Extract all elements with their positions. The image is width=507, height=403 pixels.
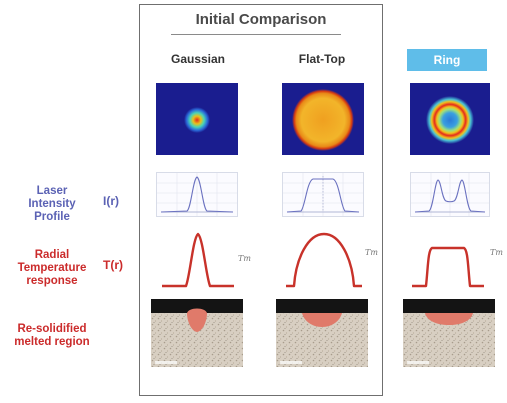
temperature-curve-ring [410,228,500,290]
row-label-temperature-line-2: Temperature [17,262,87,274]
row-label-temperature: Radial Temperature response [6,249,98,288]
intensity-plot-gaussian [156,172,238,217]
tm-label-flat-top: Tm [365,248,378,257]
row-label-melt: Re-solidified melted region [6,323,98,349]
row-label-melt-line-2: melted region [14,336,90,348]
column-label-flat-top: Flat-Top [298,52,346,66]
tm-label-ring: Tm [490,248,503,257]
row-label-intensity-line-1: Laser [36,185,68,197]
micrograph-gaussian [151,299,243,367]
page-title: Initial Comparison [195,11,327,28]
row-label-temperature-line-3: response [26,275,78,287]
row-label-intensity-line-2: Intensity [28,198,76,210]
intensity-plot-flat-top [282,172,364,217]
row-label-melt-line-1: Re-solidified [17,323,87,335]
row-label-intensity: Laser Intensity Profile [6,185,98,224]
column-label-ring: Ring [407,49,487,71]
tm-label-gaussian: Tm [238,254,251,263]
temperature-curve-gaussian [160,228,250,290]
row-symbol-intensity: I(r) [103,194,119,208]
row-label-intensity-line-3: Profile [34,211,70,223]
row-symbol-temperature: T(r) [103,258,123,272]
column-label-gaussian: Gaussian [170,52,226,66]
beam-image-gaussian [156,83,238,155]
row-label-temperature-line-1: Radial [34,249,70,261]
comparison-frame [139,4,383,396]
micrograph-flat-top [276,299,368,367]
beam-image-ring [410,83,490,155]
intensity-plot-ring [410,172,490,217]
temperature-curve-flat-top [284,228,374,290]
beam-image-flat-top [282,83,364,155]
title-divider [171,34,341,35]
micrograph-ring [403,299,495,367]
